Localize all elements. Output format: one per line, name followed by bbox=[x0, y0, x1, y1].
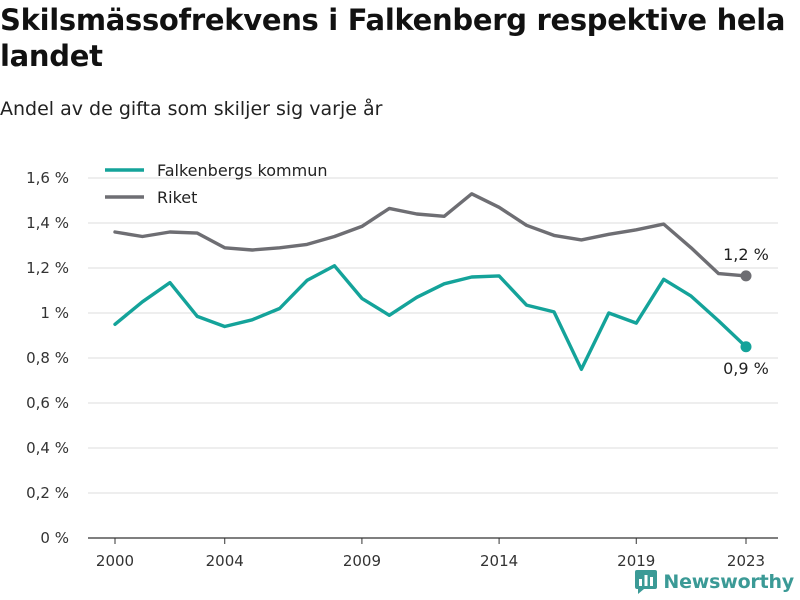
y-tick-label: 0,2 % bbox=[26, 484, 69, 502]
end-value-label: 1,2 % bbox=[723, 245, 769, 264]
y-tick-label: 1,4 % bbox=[26, 214, 69, 232]
line-chart: 0 % 0,2 % 0,4 % 0,6 % 0,8 % 1 % 1,2 % 1,4 % 1,6 … bbox=[0, 0, 800, 600]
x-tick-label: 2019 bbox=[617, 552, 655, 570]
newsworthy-logo: Newsworthy bbox=[635, 570, 794, 594]
y-tick-label: 1 % bbox=[40, 304, 69, 322]
end-value-label: 0,9 % bbox=[723, 359, 769, 378]
y-tick-label: 0,4 % bbox=[26, 439, 69, 457]
series-end-point bbox=[741, 270, 752, 281]
y-tick-label: 0,8 % bbox=[26, 349, 69, 367]
legend-label: Falkenbergs kommun bbox=[157, 161, 327, 180]
legend-label: Riket bbox=[157, 188, 197, 207]
x-tick-label: 2009 bbox=[343, 552, 381, 570]
y-tick-label: 0 % bbox=[40, 529, 69, 547]
series-end-point bbox=[741, 341, 752, 352]
series-line-falkenberg bbox=[115, 266, 746, 370]
x-tick-label: 2000 bbox=[96, 552, 134, 570]
y-tick-label: 0,6 % bbox=[26, 394, 69, 412]
x-tick-label: 2004 bbox=[206, 552, 244, 570]
brand-name: Newsworthy bbox=[663, 571, 794, 593]
y-tick-label: 1,6 % bbox=[26, 169, 69, 187]
newsworthy-logo-icon bbox=[635, 570, 657, 594]
y-tick-label: 1,2 % bbox=[26, 259, 69, 277]
x-tick-label: 2023 bbox=[727, 552, 765, 570]
series-line-riket bbox=[115, 194, 746, 276]
x-tick-label: 2014 bbox=[480, 552, 518, 570]
